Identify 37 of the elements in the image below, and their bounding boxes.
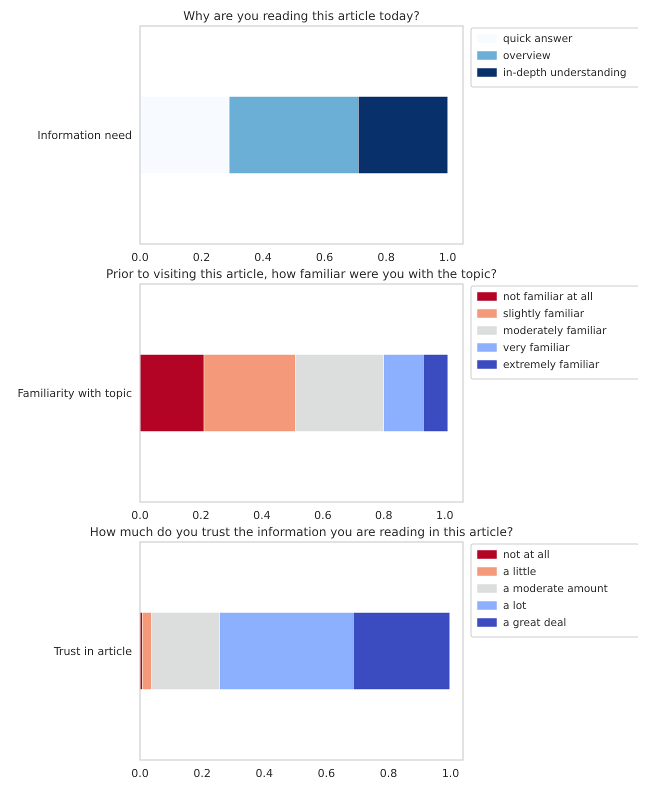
x-tick-label: 0.0 (131, 767, 149, 780)
legend-label: overview (503, 50, 552, 62)
legend-label: a moderate amount (503, 583, 608, 595)
x-tick-label: 0.6 (314, 509, 332, 522)
x-tick-label: 0.0 (131, 509, 149, 522)
x-tick-label: 0.4 (254, 251, 272, 264)
x-tick-label: 0.6 (316, 251, 334, 264)
legend-label: a great deal (503, 617, 566, 629)
x-tick-label: 0.8 (380, 767, 398, 780)
legend-label: a lot (503, 600, 526, 612)
x-tick-label: 1.0 (436, 509, 454, 522)
x-tick-label: 0.0 (131, 251, 149, 264)
chart-title: How much do you trust the information you are reading in this article? (90, 525, 514, 539)
x-tick-label: 0.8 (377, 251, 395, 264)
x-tick-label: 0.4 (255, 767, 273, 780)
legend-label: in-depth understanding (503, 67, 627, 79)
x-tick-label: 0.2 (192, 509, 210, 522)
x-tick-label: 0.8 (375, 509, 393, 522)
y-tick-label: Trust in article (52, 645, 132, 658)
legend-label: moderately familiar (503, 325, 608, 337)
y-tick-label: Familiarity with topic (17, 387, 132, 400)
legend-label: not familiar at all (503, 291, 593, 303)
chart-title: Prior to visiting this article, how familiar were you with the topic? (106, 267, 497, 281)
x-tick-label: 0.2 (192, 251, 210, 264)
x-tick-label: 1.0 (438, 251, 456, 264)
x-tick-label: 0.6 (318, 767, 336, 780)
legend-label: a little (503, 566, 536, 578)
x-tick-label: 0.2 (193, 767, 211, 780)
x-tick-label: 1.0 (442, 767, 460, 780)
x-tick-label: 0.4 (253, 509, 271, 522)
legend-label: slightly familiar (503, 308, 585, 320)
chart-title: Why are you reading this article today? (183, 9, 420, 23)
y-tick-label: Information need (37, 129, 132, 142)
legend-label: not at all (503, 549, 550, 561)
legend-label: extremely familiar (503, 359, 600, 371)
legend-label: very familiar (503, 342, 570, 354)
legend-label: quick answer (503, 33, 574, 45)
